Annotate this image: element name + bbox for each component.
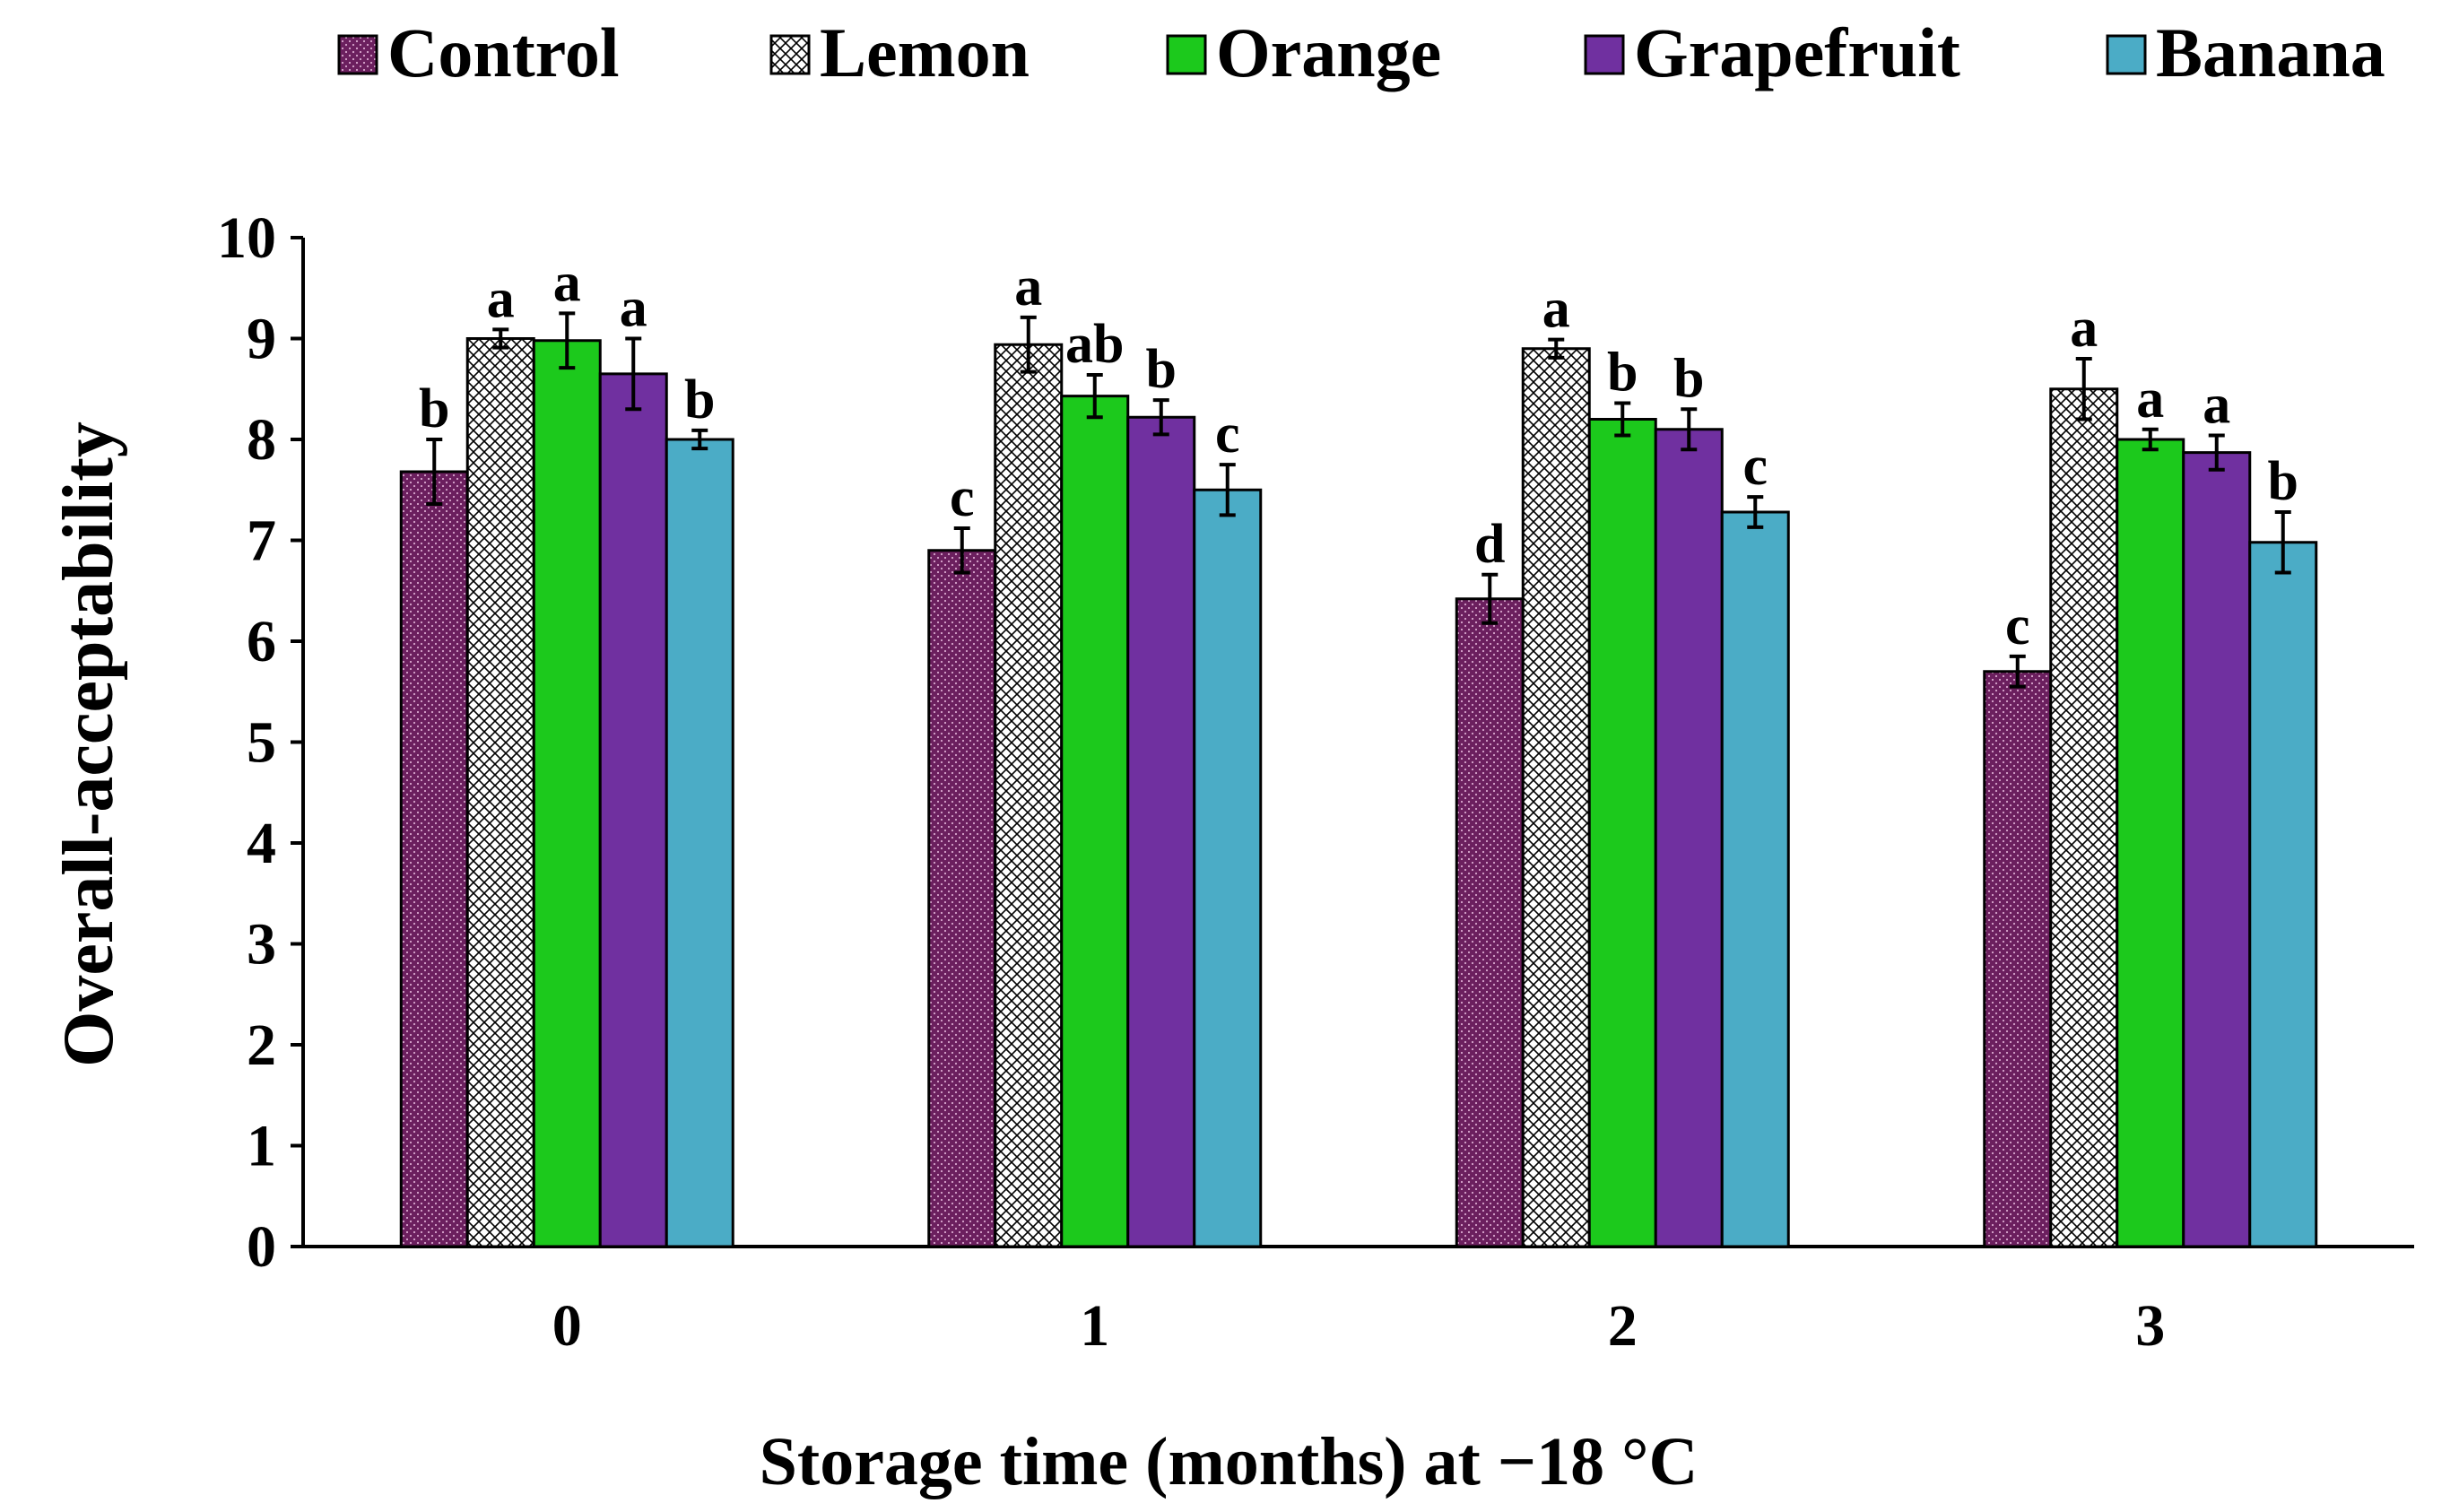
significance-label: b: [419, 378, 449, 439]
y-tick-label: 10: [217, 205, 276, 271]
bar-banana: [1193, 488, 1263, 1248]
significance-label: a: [2203, 375, 2230, 436]
bar-control: [1983, 670, 2053, 1248]
legend-swatch: [2106, 34, 2147, 75]
legend-label: Orange: [1216, 13, 1441, 91]
error-bar: [953, 526, 970, 575]
significance-label: c: [2005, 595, 2030, 656]
bar-grapefruit: [2182, 451, 2252, 1248]
legend-swatch: [769, 34, 811, 75]
legend-item-lemon: Lemon: [769, 13, 1030, 91]
bar-lemon: [1521, 347, 1591, 1248]
y-tick-label: 5: [247, 710, 276, 776]
error-bar: [1020, 315, 1037, 374]
bar-banana: [665, 438, 734, 1248]
bar-banana: [2248, 541, 2318, 1248]
y-axis-ticks: 0 1 2 3 4 5 6 7 8 9 10: [217, 205, 303, 1280]
significance-label: a: [487, 268, 515, 329]
x-axis-title: Storage time (months) at −18 °C: [760, 1424, 1699, 1499]
significance-label: b: [1146, 339, 1177, 400]
error-bar: [1152, 398, 1169, 437]
legend-item-grapefruit: Grapefruit: [1584, 13, 1960, 91]
error-bar: [492, 327, 509, 350]
x-tick-label: 3: [2135, 1293, 2165, 1359]
error-bar: [2009, 654, 2026, 689]
significance-label: c: [1742, 436, 1768, 497]
bar-lemon: [994, 343, 1064, 1248]
x-tick-label: 2: [1608, 1293, 1638, 1359]
y-axis-title: Overall-acceptability: [49, 421, 128, 1067]
bar-orange: [532, 339, 602, 1248]
x-axis-ticks: 0 1 2 3: [552, 1293, 2166, 1359]
significance-label: d: [1474, 514, 1505, 575]
y-tick-label: 0: [247, 1214, 276, 1280]
error-bar: [1219, 463, 1236, 517]
significance-label: b: [1607, 343, 1638, 404]
error-bar: [2208, 433, 2225, 472]
legend-label: Lemon: [820, 13, 1030, 91]
significance-label: b: [2268, 451, 2298, 512]
bar-grapefruit: [598, 372, 668, 1248]
error-bar: [2075, 357, 2092, 421]
bar-orange: [1060, 395, 1130, 1248]
legend-label: Banana: [2156, 13, 2385, 91]
significance-label: a: [553, 252, 581, 313]
y-tick-label: 1: [247, 1114, 276, 1179]
bar-lemon: [2049, 387, 2119, 1248]
significance-label: b: [1673, 348, 1704, 409]
bar-lemon: [465, 337, 535, 1248]
legend-swatch: [1166, 34, 1207, 75]
error-bar: [1747, 495, 1764, 529]
y-tick-label: 6: [247, 609, 276, 674]
x-tick-label: 0: [552, 1293, 582, 1359]
y-tick-label: 4: [247, 811, 276, 876]
bar-control: [927, 549, 997, 1248]
error-bar: [625, 336, 642, 412]
error-bar: [1614, 401, 1631, 438]
y-tick-label: 9: [247, 307, 276, 372]
significance-label: c: [1215, 404, 1240, 465]
y-tick-label: 7: [247, 508, 276, 574]
bar-orange: [1587, 418, 1657, 1248]
error-bar: [1548, 337, 1565, 360]
bar-orange: [2116, 438, 2185, 1248]
legend-swatch: [337, 34, 378, 75]
bar-banana: [1720, 510, 1790, 1248]
legend-label: Grapefruit: [1634, 13, 1960, 91]
significance-label: a: [1542, 279, 1570, 340]
significance-label: b: [684, 369, 715, 430]
error-bar: [691, 428, 708, 451]
error-bar: [426, 438, 443, 506]
y-tick-label: 3: [247, 912, 276, 978]
significance-label: a: [2136, 369, 2164, 430]
legend-item-orange: Orange: [1166, 13, 1441, 91]
significance-label: a: [620, 278, 647, 339]
significance-label: a: [1014, 256, 1042, 317]
bar-control: [399, 470, 469, 1248]
significance-label: c: [950, 467, 975, 528]
y-tick-label: 8: [247, 407, 276, 473]
legend-label: Control: [387, 13, 620, 91]
error-bar: [2274, 510, 2291, 575]
bar-grapefruit: [1654, 428, 1724, 1248]
significance-label: ab: [1065, 314, 1124, 375]
error-bar: [2142, 427, 2159, 452]
significance-label: a: [2070, 298, 2098, 359]
legend-item-control: Control: [337, 13, 620, 91]
legend-item-banana: Banana: [2106, 13, 2385, 91]
y-tick-label: 2: [247, 1012, 276, 1078]
bar-grapefruit: [1126, 415, 1196, 1248]
error-bar: [1681, 407, 1698, 452]
x-tick-label: 1: [1080, 1293, 1109, 1359]
bar-control: [1455, 597, 1525, 1248]
error-bar: [1086, 373, 1103, 420]
legend: Control Lemon Orange Grapefruit Banana: [337, 13, 2385, 91]
error-bar: [559, 311, 576, 370]
error-bar: [1481, 572, 1499, 625]
legend-swatch: [1584, 34, 1625, 75]
